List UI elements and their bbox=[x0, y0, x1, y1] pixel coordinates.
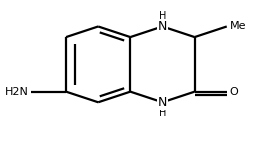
Text: O: O bbox=[229, 87, 238, 97]
Text: H: H bbox=[159, 108, 166, 118]
Text: N: N bbox=[158, 20, 167, 33]
Text: Me: Me bbox=[229, 21, 246, 32]
Text: H2N: H2N bbox=[5, 87, 29, 97]
Text: N: N bbox=[158, 96, 167, 109]
Text: H: H bbox=[159, 11, 166, 21]
